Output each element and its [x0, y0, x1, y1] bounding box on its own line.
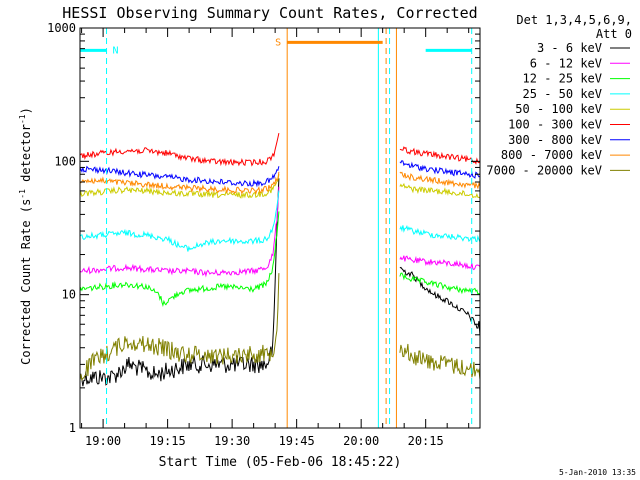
attenuator-bar-2-label: S [275, 37, 281, 48]
y-axis-label-end: ) [19, 107, 33, 114]
legend-entry-8-label: 800 - 7000 keV [501, 148, 602, 162]
x-tick-label-6: 20:15 [408, 434, 444, 448]
y-tick-label-1: 1 [69, 421, 76, 435]
series-7-segment-2-line [399, 160, 480, 179]
series-7-segment-1-line [80, 165, 280, 188]
series-4-segment-1-line [80, 190, 280, 252]
legend-entry-2-label: 6 - 12 keV [530, 56, 602, 70]
legend-entry-5-label: 50 - 100 keV [515, 102, 602, 116]
series-1-segment-1-line [80, 178, 280, 387]
footer-date: 5-Jan-2010 13:35 [559, 468, 636, 477]
attenuator-bar-1-label: N [113, 45, 119, 56]
series-5-segment-1-line [80, 173, 280, 199]
legend-entry-7-label: 300 - 800 keV [508, 133, 602, 147]
y-tick-label-3: 100 [54, 154, 76, 168]
series-6-segment-2-line [399, 146, 480, 165]
legend-header-line-2: Att 0 [596, 27, 632, 41]
x-tick-label-4: 19:45 [279, 434, 315, 448]
legend-entry-4-label: 25 - 50 keV [523, 87, 602, 101]
series-3-segment-2-line [399, 272, 480, 296]
x-tick-label-1: 19:00 [85, 434, 121, 448]
y-axis-label-mid: detector [19, 124, 33, 189]
y-tick-label-2: 10 [62, 288, 76, 302]
series-2-segment-2-line [399, 255, 480, 271]
x-axis-label: Start Time (05-Feb-06 18:45:22) [159, 455, 402, 470]
series-1-segment-2-line [399, 266, 480, 335]
svg-text:Corrected Count Rate (s-1 dete: Corrected Count Rate (s-1 detector-1) [18, 107, 33, 365]
series-3-segment-1-line [80, 211, 280, 307]
series-6-segment-1-line [80, 132, 280, 167]
series-5-segment-2-line [399, 182, 480, 199]
chart-title: HESSI Observing Summary Count Rates, Cor… [62, 4, 477, 22]
y-axis-label-main: Corrected Count Rate (s [19, 199, 33, 365]
y-tick-label-4: 1000 [47, 21, 76, 35]
plot-frame [79, 27, 481, 429]
legend-header-line-1: Det 1,3,4,5,6,9, [516, 13, 632, 27]
legend-entry-9-label: 7000 - 20000 keV [486, 163, 602, 177]
y-axis-label: Corrected Count Rate (s-1 detector-1) [18, 107, 33, 365]
series-8-segment-2-line [399, 171, 480, 190]
series-2-segment-1-line [80, 186, 280, 278]
plot-area: NS [80, 28, 480, 428]
series-4-segment-2-line [399, 225, 480, 243]
series-9-segment-1-line [80, 273, 280, 382]
legend-entry-6-label: 100 - 300 keV [508, 118, 602, 132]
legend-entry-3-label: 12 - 25 keV [523, 72, 602, 86]
y-axis-label-sup2: -1 [18, 114, 27, 124]
x-tick-label-3: 19:30 [214, 434, 250, 448]
legend-entry-1-label: 3 - 6 keV [537, 41, 602, 55]
x-tick-label-5: 20:00 [343, 434, 379, 448]
x-tick-label-2: 19:15 [150, 434, 186, 448]
series-8-segment-1-line [80, 171, 280, 195]
series-9-segment-2-line [399, 343, 480, 379]
y-axis-label-sup1: -1 [18, 189, 27, 199]
